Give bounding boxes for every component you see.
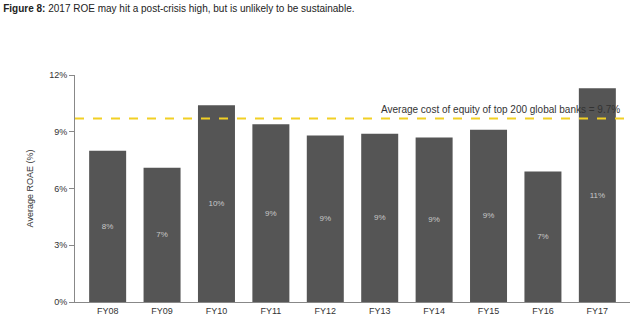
svg-text:8%: 8% — [102, 222, 114, 231]
svg-text:FY16: FY16 — [532, 306, 554, 316]
svg-text:FY11: FY11 — [260, 306, 281, 316]
svg-text:11%: 11% — [590, 191, 605, 200]
svg-text:7%: 7% — [156, 230, 168, 239]
svg-text:Figure 8: 2017 ROE may hit a p: Figure 8: 2017 ROE may hit a post-crisis… — [3, 3, 354, 14]
svg-text:6%: 6% — [54, 184, 67, 194]
svg-text:Average ROAE (%): Average ROAE (%) — [25, 150, 35, 228]
svg-text:9%: 9% — [428, 215, 440, 224]
svg-text:FY13: FY13 — [369, 306, 391, 316]
svg-text:9%: 9% — [320, 214, 332, 223]
svg-text:3%: 3% — [54, 240, 67, 250]
svg-text:FY17: FY17 — [587, 306, 609, 316]
svg-text:7%: 7% — [537, 232, 549, 241]
svg-text:Average cost of equity of top: Average cost of equity of top 200 global… — [381, 104, 620, 115]
svg-text:FY12: FY12 — [315, 306, 337, 316]
svg-text:10%: 10% — [208, 199, 224, 208]
svg-text:FY08: FY08 — [97, 306, 119, 316]
svg-text:9%: 9% — [374, 213, 386, 222]
svg-text:0%: 0% — [54, 297, 67, 307]
svg-text:FY14: FY14 — [423, 306, 445, 316]
svg-text:9%: 9% — [265, 209, 277, 218]
svg-text:9%: 9% — [483, 211, 495, 220]
svg-text:FY10: FY10 — [206, 306, 228, 316]
svg-text:FY15: FY15 — [478, 306, 500, 316]
svg-text:12%: 12% — [49, 70, 67, 80]
svg-text:FY09: FY09 — [151, 306, 173, 316]
svg-text:9%: 9% — [54, 127, 67, 137]
